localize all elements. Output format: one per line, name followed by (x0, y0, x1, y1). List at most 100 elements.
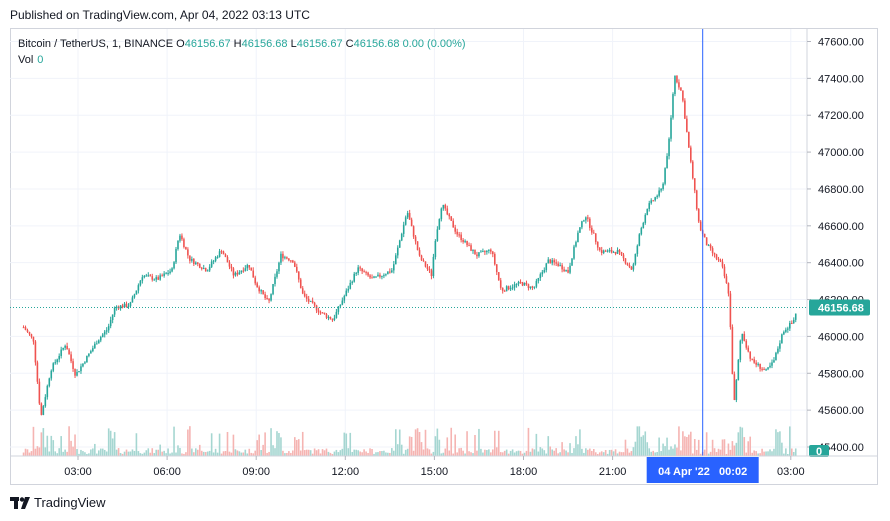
volume-bar (682, 431, 684, 456)
volume-bar (111, 438, 114, 456)
volume-bar (216, 452, 219, 456)
candle-body (589, 218, 591, 228)
volume-bar (634, 441, 637, 456)
volume-bar (309, 450, 312, 456)
candle-body (256, 283, 258, 288)
candle-body (563, 269, 565, 272)
volume-bar (636, 426, 639, 456)
candle-body (747, 347, 750, 352)
candle-body (674, 75, 676, 95)
volume-bar (561, 442, 563, 456)
volume-bar (242, 452, 245, 456)
volume-bar (228, 451, 231, 456)
candle-body (743, 333, 746, 341)
legend-symbol[interactable]: Bitcoin / TetherUS, 1, BINANCE (18, 38, 174, 50)
time-axis[interactable]: 03:00 06:00 09:00 12:00 15:00 18:00 21:00 03:00… (10, 455, 878, 483)
volume-bar (610, 449, 613, 456)
volume-bar (113, 432, 116, 456)
volume-bar (311, 453, 314, 456)
volume-bar (143, 452, 146, 456)
tradingview-footer[interactable]: TradingView (10, 495, 106, 510)
candle-body (284, 257, 286, 259)
volume-bar (250, 452, 253, 456)
volume-bar (107, 428, 110, 456)
candle-body (123, 303, 126, 308)
candle-body (414, 236, 417, 242)
legend-low-label: L (290, 38, 297, 50)
volume-bar (28, 452, 31, 456)
volume-bar (474, 434, 476, 456)
candle-body (270, 294, 272, 301)
candle-body (418, 250, 421, 256)
candle-body (169, 271, 171, 274)
candle-body (434, 241, 437, 257)
candle-body (775, 352, 777, 361)
candle-body (157, 277, 159, 280)
candle-body (46, 385, 49, 398)
candle-body (781, 334, 783, 344)
grid-lines (10, 29, 806, 456)
volume-bar (699, 453, 702, 456)
candle-body (711, 248, 714, 254)
volume-bar (153, 453, 156, 456)
volume-bar (604, 449, 607, 456)
chart-frame[interactable] (10, 28, 878, 485)
volume-bar (747, 441, 750, 456)
candle-body (438, 219, 441, 230)
candle-body (373, 276, 375, 278)
volume-bar (571, 453, 573, 456)
volume-bar (38, 447, 41, 456)
volume-bar (517, 450, 520, 456)
volume-bar (290, 452, 292, 456)
candle-body (295, 266, 298, 272)
volume-bar (295, 439, 298, 456)
volume-bar (383, 450, 385, 456)
price-axis[interactable]: 47600.00 47400.00 47200.00 47000.00 46800.00… (806, 29, 870, 458)
candle-body (707, 245, 710, 247)
crosshair-time-badge (646, 457, 759, 483)
candle-body (325, 314, 328, 318)
legend-volume-label[interactable]: Vol (18, 54, 34, 66)
legend-high-value: 46156.68 (241, 38, 288, 50)
candle-body (751, 358, 753, 360)
volume-bar (189, 426, 191, 456)
volume-bar (678, 426, 680, 456)
candle-body (763, 369, 765, 371)
volume-bar (375, 452, 377, 456)
candle-body (678, 82, 680, 88)
candle-body (577, 232, 579, 243)
candle-body (531, 286, 534, 288)
volume-bar (54, 451, 57, 456)
volume-bar (753, 450, 755, 456)
candle-body (258, 287, 260, 292)
candle-body (96, 343, 98, 345)
volume-bar (462, 450, 464, 456)
candle-body (699, 221, 702, 231)
volume-bar (406, 448, 409, 456)
volume-bar (638, 426, 641, 456)
candle-body (783, 331, 785, 335)
volume-bar (755, 451, 757, 456)
candle-body (115, 306, 118, 308)
candle-body (345, 290, 348, 297)
volume-bar (414, 429, 417, 456)
volume-bar (794, 448, 797, 456)
candle-body (66, 345, 68, 350)
volume-bar (670, 446, 672, 456)
volume-bar (543, 450, 546, 456)
volume-bar (400, 444, 403, 456)
candle-body (620, 251, 623, 255)
candle-body (792, 319, 795, 324)
candle-body (721, 261, 724, 267)
volume-bar (70, 440, 72, 456)
candle-body (38, 381, 41, 404)
candle-body (351, 281, 354, 283)
candle-body (412, 226, 415, 237)
volume-bar (62, 451, 64, 456)
volume-bar (745, 452, 748, 456)
volume-bar (88, 453, 90, 456)
candle-body (341, 300, 344, 305)
candle-body (99, 337, 102, 341)
candle-body (430, 270, 433, 277)
